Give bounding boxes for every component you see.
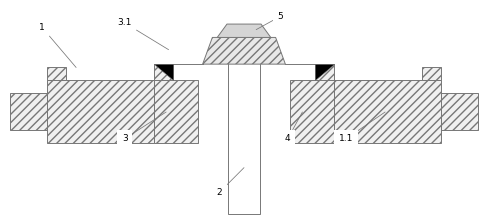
Bar	[47, 67, 66, 80]
Polygon shape	[217, 24, 271, 37]
Bar	[315, 64, 334, 80]
Text: 2: 2	[217, 168, 244, 197]
Bar	[228, 63, 260, 214]
Bar	[334, 80, 441, 143]
Bar	[290, 80, 334, 143]
Text: 1.1: 1.1	[339, 112, 385, 143]
Text: 4: 4	[285, 112, 303, 143]
Bar	[10, 93, 47, 130]
Bar	[441, 93, 478, 130]
Text: 3: 3	[122, 112, 166, 143]
Bar	[422, 67, 441, 80]
Polygon shape	[315, 64, 334, 80]
Bar	[154, 64, 173, 80]
Text: 3.1: 3.1	[118, 18, 168, 50]
Bar	[47, 80, 154, 143]
Text: 1: 1	[39, 23, 76, 67]
Polygon shape	[154, 64, 173, 80]
Bar	[154, 80, 198, 143]
Polygon shape	[203, 37, 285, 64]
Text: 5: 5	[256, 12, 284, 30]
